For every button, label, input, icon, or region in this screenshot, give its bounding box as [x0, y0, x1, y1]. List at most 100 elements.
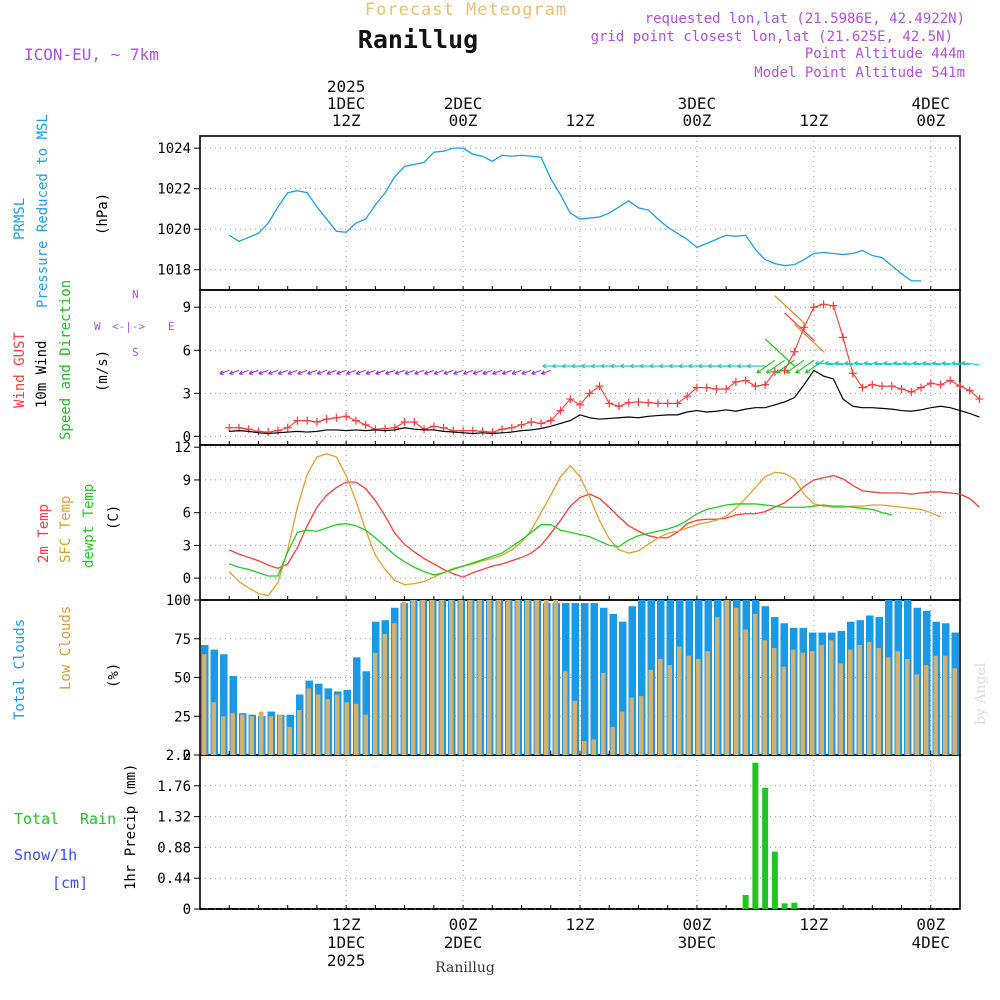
gust-marker — [887, 382, 896, 391]
peak-arrow — [764, 338, 796, 368]
gust-marker — [614, 402, 623, 411]
low-cloud-bar — [914, 674, 919, 755]
low-cloud-bar — [202, 654, 207, 755]
y-tick-label: 25 — [174, 709, 191, 725]
wind-barb-head — [951, 360, 956, 366]
gust-marker — [839, 333, 848, 342]
wind-barb — [248, 369, 259, 375]
wind-barb-head — [219, 370, 224, 375]
low-cloud-bar — [705, 651, 710, 755]
compass-rose: N S W E <-|-> — [94, 288, 175, 359]
y-tick-label: 9 — [183, 300, 191, 316]
gust-marker — [488, 428, 497, 437]
wind-barb — [434, 369, 444, 375]
low-cloud-bar — [848, 649, 853, 755]
low-cloud-bar — [268, 716, 273, 755]
gust-marker — [868, 380, 877, 389]
total-clouds-label: Total Clouds — [12, 619, 28, 720]
cloud-labels: Total Clouds Low Clouds (%) — [12, 606, 122, 720]
y-tick-label: 0 — [183, 902, 191, 918]
gust-marker — [429, 422, 438, 431]
wind-barb-head — [922, 360, 927, 366]
gust-marker — [400, 418, 409, 427]
gust-marker — [634, 397, 643, 406]
gust-marker — [878, 382, 887, 391]
snow-label: Snow/1h — [14, 846, 77, 864]
prmsl-label: PRMSL — [12, 198, 28, 240]
bottom-axis-label: 12Z — [332, 915, 361, 934]
low-cloud-bar — [724, 600, 729, 755]
low-cloud-bar — [629, 697, 634, 755]
wind10-label: 10m Wind — [34, 341, 50, 408]
top-axis-label: 00Z — [916, 111, 945, 130]
y-tick-label: 0 — [183, 571, 191, 587]
snow-unit-label: [cm] — [52, 874, 88, 892]
wind-barb — [521, 369, 532, 375]
wind-barb-head — [795, 369, 800, 374]
wind-barb-head — [698, 363, 703, 369]
y-tick-label: 2.2 — [166, 748, 191, 764]
peak-arrow — [774, 295, 806, 325]
wind-unit: (m/s) — [95, 350, 111, 392]
wind-barb — [903, 362, 922, 366]
low-cloud-bar — [572, 700, 577, 755]
compass-n: N — [132, 288, 139, 301]
gust-marker — [936, 380, 945, 389]
gust-marker — [507, 423, 516, 432]
wind-barb-head — [297, 370, 302, 375]
low-cloud-bar — [439, 600, 444, 755]
wind-barb — [815, 362, 834, 366]
gust-marker — [449, 426, 458, 435]
wind-barb — [776, 359, 795, 374]
wind-barb — [511, 369, 522, 375]
rain-total-label: Total — [14, 810, 59, 828]
wind-barb-head — [561, 363, 566, 369]
wind-barb — [239, 369, 249, 375]
low-cloud-bar — [373, 652, 378, 755]
y-tick-label: 6 — [183, 506, 191, 522]
dewpt-label: dewpt Temp — [81, 484, 97, 568]
gust-marker — [332, 413, 341, 422]
gust-marker — [712, 385, 721, 394]
wind-barb-head — [775, 369, 781, 374]
wind-barb-head — [912, 360, 917, 366]
gust-marker — [829, 301, 838, 310]
gust-marker — [956, 382, 964, 391]
y-tick-label: 12 — [174, 440, 191, 456]
wind-barb-head — [639, 363, 644, 369]
low-cloud-bar — [458, 600, 463, 755]
grid-point-coords: grid point closest lon,lat (21.625E, 42.… — [591, 29, 953, 45]
low-cloud-bar — [772, 648, 777, 755]
wind-barb-head — [854, 360, 859, 366]
bottom-axis-label: 12Z — [799, 915, 828, 934]
precip-bar — [771, 851, 778, 909]
wind-barb-head — [229, 370, 234, 375]
wind-barb-head — [941, 360, 946, 366]
temp-unit: (C) — [106, 505, 122, 530]
wind-barb-head — [610, 363, 615, 369]
wind-barb — [854, 362, 873, 366]
gust-marker — [897, 385, 906, 394]
low-cloud-bar — [221, 716, 226, 755]
wind-barb — [287, 369, 298, 375]
wind-barb — [297, 369, 308, 375]
wind-barb-head — [873, 360, 878, 366]
gust-marker — [605, 399, 614, 408]
wind-barb — [375, 369, 386, 375]
top-axis-label: 12Z — [332, 111, 361, 130]
wind-barb-head — [581, 363, 586, 369]
gust-marker — [566, 395, 575, 404]
gust-marker — [264, 428, 273, 437]
wind-barb-head — [424, 370, 429, 375]
peak-arrow — [784, 312, 816, 342]
wind-barb-head — [834, 360, 839, 366]
low-cloud-bar — [734, 607, 739, 755]
wind-barb — [443, 369, 454, 375]
location-title: Ranillug — [358, 25, 478, 54]
precip-title: 1hr Precip (mm) — [123, 764, 139, 890]
wind-barb-head — [727, 363, 732, 369]
gust-marker — [751, 382, 760, 391]
low-cloud-bar — [924, 665, 929, 755]
gust-marker — [576, 400, 584, 409]
precip-bar — [781, 903, 788, 909]
